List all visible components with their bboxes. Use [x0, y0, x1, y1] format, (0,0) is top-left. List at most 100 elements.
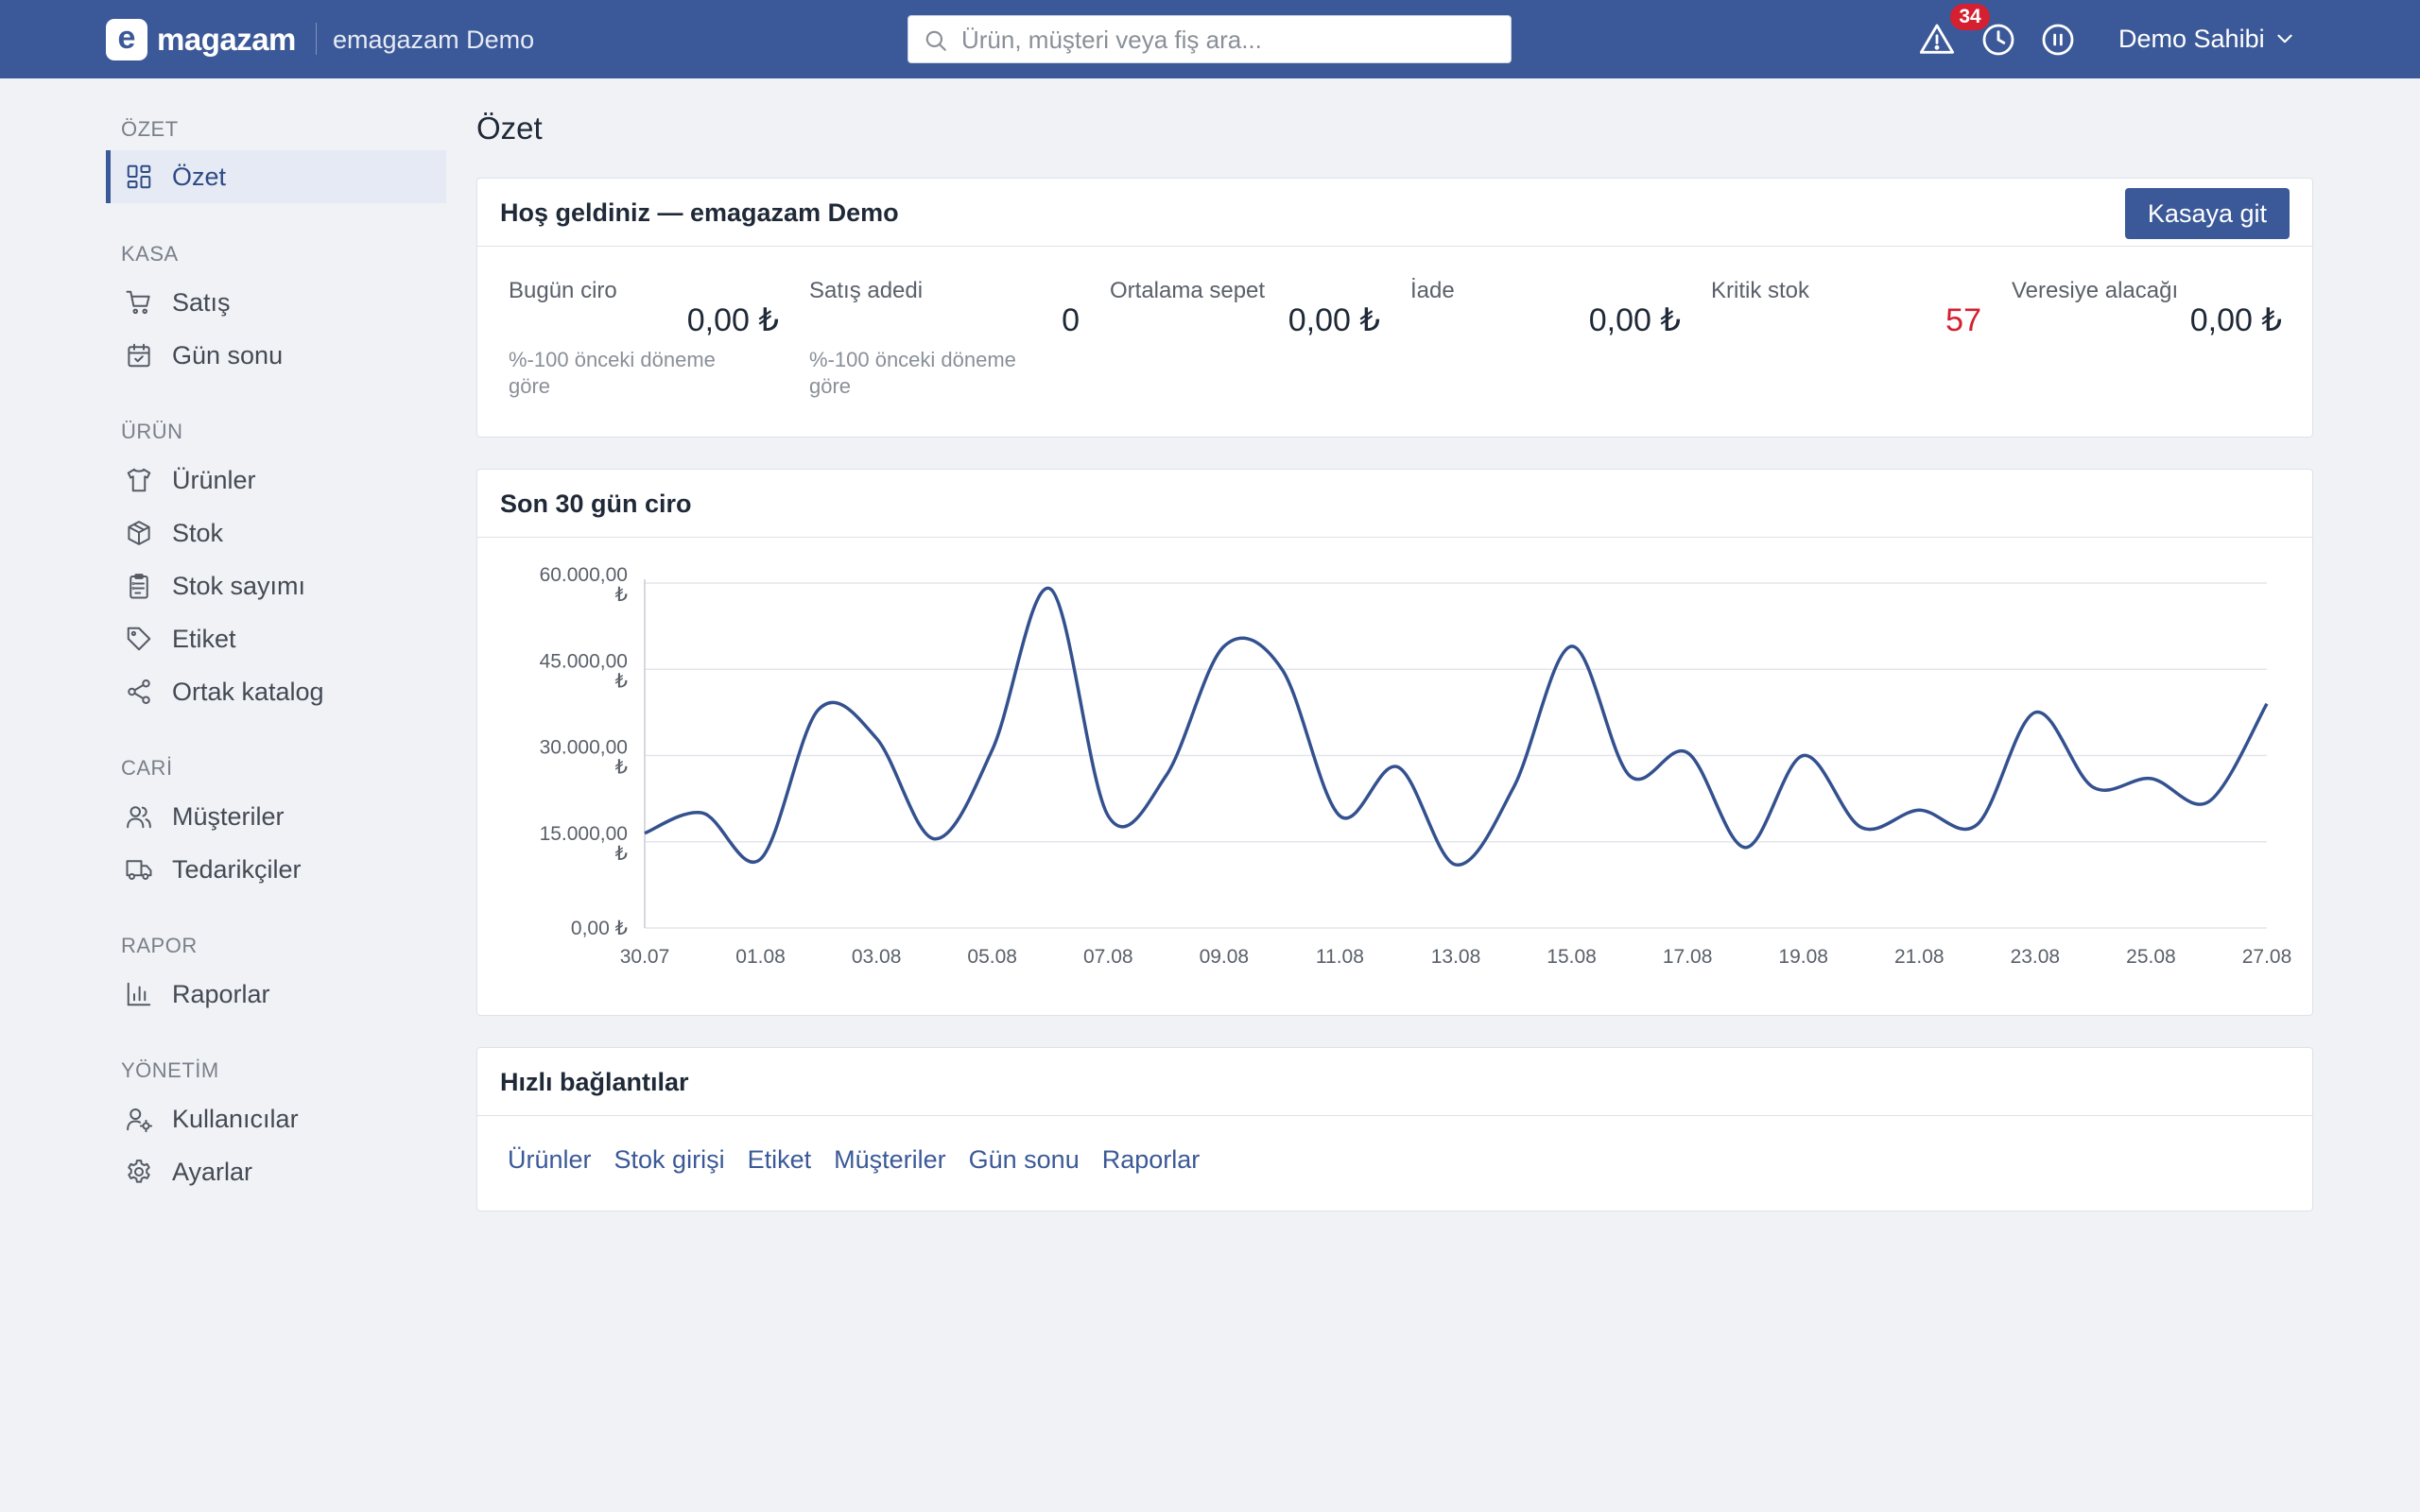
user-menu-name[interactable]: Demo Sahibi — [2118, 25, 2265, 53]
sidebar-item-label: Ürünler — [172, 466, 256, 494]
x-tick-label: 11.08 — [1316, 946, 1364, 968]
y-tick-label: 45.000,00 ₺ — [540, 650, 628, 692]
box-icon — [128, 521, 150, 545]
quick-links-title: Hızlı bağlantılar — [500, 1068, 689, 1096]
page-title: Özet — [476, 111, 543, 146]
sidebar-item-label: Raporlar — [172, 980, 270, 1008]
store-name: emagazam Demo — [333, 26, 535, 54]
warning-icon[interactable] — [1918, 21, 1956, 59]
stat-label: Bugün ciro — [509, 278, 617, 303]
card-header: Hızlı bağlantılar — [477, 1048, 2312, 1116]
sidebar-item-stok-sayimi[interactable]: Stok sayımı — [106, 559, 446, 612]
stat-value: 0,00 ₺ — [2189, 302, 2282, 338]
sidebar-item-ayarlar[interactable]: Ayarlar — [106, 1145, 446, 1198]
y-tick-label: 30.000,00 ₺ — [540, 737, 628, 779]
y-tick-label: 15.000,00 ₺ — [540, 823, 628, 865]
sidebar-item-ortak-katalog[interactable]: Ortak katalog — [106, 665, 446, 718]
stat-value: 0,00 ₺ — [1288, 302, 1380, 338]
x-tick-label: 09.08 — [1200, 946, 1250, 968]
chevron-down-icon[interactable] — [2273, 26, 2297, 51]
go-to-pos-button[interactable]: Kasaya git — [2124, 188, 2290, 239]
sidebar-item-label: Kullanıcılar — [172, 1105, 299, 1133]
chart-card-title: Son 30 gün ciro — [500, 490, 692, 518]
sidebar-item-tedarikciler[interactable]: Tedarikçiler — [106, 843, 446, 896]
quick-link-etiket[interactable]: Etiket — [747, 1145, 812, 1174]
logo-mark[interactable]: e — [106, 19, 147, 60]
search-icon — [925, 30, 946, 51]
clock-icon[interactable] — [1979, 21, 2017, 59]
calendar-check-icon — [128, 343, 150, 368]
sidebar-section-title: CARİ — [121, 756, 173, 780]
notification-badge: 34 — [1950, 4, 1990, 30]
sidebar-item-label: Stok — [172, 519, 224, 547]
sidebar-item-label: Ortak katalog — [172, 678, 324, 706]
stat-label: Ortalama sepet — [1110, 278, 1266, 303]
quick-links-card: Hızlı bağlantılar Ürünler Stok girişi Et… — [476, 1047, 2313, 1211]
x-tick-label: 25.08 — [2126, 946, 2176, 968]
stat-label: Veresiye alacağı — [2012, 278, 2179, 303]
sidebar-section-title: ÖZET — [121, 117, 179, 141]
tag-icon — [127, 627, 151, 651]
x-tick-label: 19.08 — [1778, 946, 1828, 968]
x-tick-label: 15.08 — [1547, 946, 1597, 968]
stat-label: İade — [1410, 278, 1455, 303]
stat-value: 0,00 ₺ — [1588, 302, 1681, 338]
logo-text[interactable]: magazam — [157, 22, 296, 57]
search-box[interactable] — [908, 15, 1512, 63]
quick-link-gun-sonu[interactable]: Gün sonu — [968, 1145, 1080, 1174]
sidebar-item-label: Satış — [172, 288, 231, 317]
sidebar-item-musteriler[interactable]: Müşteriler — [106, 790, 446, 843]
quick-link-stok-girisi[interactable]: Stok girişi — [614, 1145, 725, 1174]
y-tick-label: 60.000,00 ₺ — [540, 564, 628, 606]
sidebar-section-title: ÜRÜN — [121, 420, 183, 443]
sidebar-section-title: RAPOR — [121, 934, 198, 957]
x-tick-label: 21.08 — [1894, 946, 1945, 968]
sidebar-item-label: Özet — [172, 163, 227, 191]
quick-link-musteriler[interactable]: Müşteriler — [834, 1145, 946, 1174]
sidebar-item-gun-sonu[interactable]: Gün sonu — [106, 329, 446, 382]
sidebar-item-stok[interactable]: Stok — [106, 507, 446, 559]
sidebar-item-satis[interactable]: Satış — [106, 276, 446, 329]
card-header: Hoş geldiniz — emagazam Demo Kasaya git — [477, 179, 2312, 247]
sidebar-item-kullanicilar[interactable]: Kullanıcılar — [106, 1092, 446, 1145]
bar-chart-icon — [127, 982, 151, 1006]
x-tick-label: 17.08 — [1663, 946, 1713, 968]
sidebar-item-ozet[interactable]: Özet — [106, 150, 446, 203]
shopping-cart-icon — [126, 290, 150, 315]
sidebar-item-label: Tedarikçiler — [172, 855, 302, 884]
stat-label: Satış adedi — [809, 278, 924, 303]
x-tick-label: 23.08 — [2011, 946, 2061, 968]
quick-link-raporlar[interactable]: Raporlar — [1101, 1145, 1201, 1174]
card-header: Son 30 gün ciro — [477, 470, 2312, 538]
revenue-line-chart: 0,00 ₺ 15.000,00 ₺ 30.000,00 ₺ 45.000,00 ₺ 60.0… — [540, 564, 2292, 968]
quick-link-urunler[interactable]: Ürünler — [508, 1145, 592, 1174]
welcome-card: Hoş geldiniz — emagazam Demo Kasaya git … — [476, 178, 2313, 438]
stat-value: 0,00 ₺ — [686, 302, 779, 338]
pause-icon[interactable] — [2039, 21, 2077, 59]
stat-label: Kritik stok — [1711, 278, 1810, 303]
x-tick-label: 07.08 — [1083, 946, 1133, 968]
x-tick-label: 27.08 — [2242, 946, 2292, 968]
truck-icon — [126, 860, 152, 880]
quick-links-list: Ürünler Stok girişi Etiket Müşteriler Gü… — [508, 1143, 1222, 1177]
x-tick-label: 13.08 — [1431, 946, 1481, 968]
stat-change: %-100 önceki döneme göre — [509, 348, 716, 398]
sidebar-item-label: Müşteriler — [172, 802, 285, 831]
x-tick-label: 05.08 — [967, 946, 1017, 968]
sidebar-item-etiket[interactable]: Etiket — [106, 612, 446, 665]
search-input[interactable] — [961, 24, 1491, 56]
sidebar-item-label: Gün sonu — [172, 341, 284, 369]
sidebar-item-label: Ayarlar — [172, 1158, 253, 1186]
x-tick-label: 01.08 — [735, 946, 786, 968]
welcome-title: Hoş geldiniz — emagazam Demo — [500, 198, 899, 227]
y-tick-label: 0,00 ₺ — [571, 918, 628, 939]
top-bar: e magazam emagazam Demo 34 Demo Sahibi — [0, 0, 2420, 78]
revenue-series-line — [644, 586, 2269, 867]
sidebar-item-urunler[interactable]: Ürünler — [106, 454, 446, 507]
clipboard-list-icon — [130, 574, 148, 599]
sidebar-section-title: YÖNETİM — [121, 1058, 219, 1082]
stat-value: 0 — [1062, 302, 1080, 338]
shirt-icon — [127, 468, 151, 492]
sidebar-item-raporlar[interactable]: Raporlar — [106, 968, 446, 1021]
stat-change: %-100 önceki döneme göre — [809, 348, 1016, 398]
